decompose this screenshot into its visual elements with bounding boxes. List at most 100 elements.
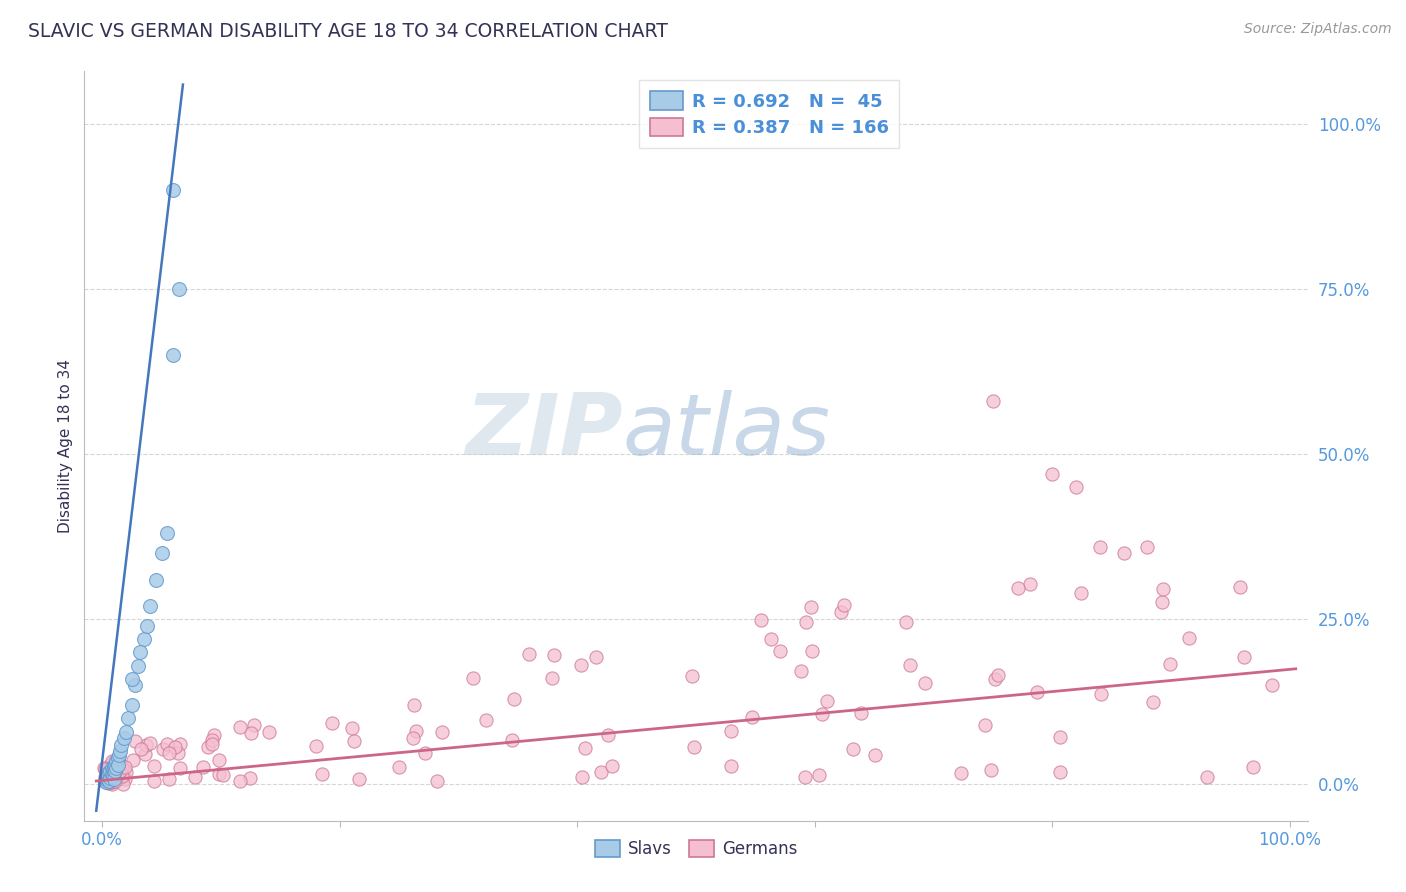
Point bbox=[503, 692, 526, 706]
Point bbox=[832, 598, 855, 612]
Point bbox=[139, 736, 162, 750]
Point bbox=[101, 763, 124, 777]
Point bbox=[211, 768, 233, 782]
Point bbox=[1142, 694, 1164, 708]
Point bbox=[103, 757, 125, 772]
Point bbox=[321, 716, 343, 731]
Point bbox=[129, 645, 152, 659]
Point bbox=[1233, 650, 1256, 665]
Point bbox=[591, 765, 613, 780]
Point bbox=[1261, 678, 1284, 692]
Point bbox=[145, 573, 167, 587]
Point bbox=[311, 766, 333, 780]
Point bbox=[94, 770, 117, 784]
Point bbox=[114, 760, 136, 774]
Point bbox=[142, 773, 165, 788]
Point bbox=[108, 757, 131, 772]
Point bbox=[112, 768, 135, 782]
Point bbox=[101, 764, 124, 778]
Point bbox=[100, 769, 122, 783]
Point bbox=[138, 599, 160, 613]
Point bbox=[156, 737, 179, 751]
Point bbox=[124, 734, 146, 748]
Point bbox=[103, 759, 125, 773]
Point bbox=[243, 718, 266, 732]
Point bbox=[1018, 576, 1040, 591]
Point bbox=[93, 761, 115, 775]
Legend: Slavs, Germans: Slavs, Germans bbox=[588, 833, 804, 864]
Point bbox=[208, 753, 231, 767]
Point bbox=[849, 706, 872, 720]
Point bbox=[461, 671, 484, 685]
Point bbox=[682, 669, 704, 683]
Point bbox=[898, 658, 921, 673]
Point bbox=[863, 748, 886, 763]
Point bbox=[103, 755, 125, 769]
Point bbox=[108, 756, 131, 770]
Point bbox=[105, 754, 128, 768]
Point bbox=[202, 728, 225, 742]
Point bbox=[201, 732, 224, 747]
Point bbox=[749, 613, 772, 627]
Point bbox=[811, 707, 834, 722]
Point bbox=[121, 698, 143, 712]
Point bbox=[107, 751, 129, 765]
Point bbox=[201, 737, 224, 751]
Point bbox=[97, 776, 120, 790]
Point bbox=[98, 761, 121, 775]
Point bbox=[1007, 581, 1029, 595]
Point bbox=[571, 770, 593, 784]
Point bbox=[1159, 657, 1181, 671]
Text: atlas: atlas bbox=[623, 390, 831, 473]
Point bbox=[105, 761, 128, 775]
Point bbox=[96, 771, 118, 785]
Point bbox=[96, 773, 118, 788]
Point bbox=[97, 763, 120, 777]
Point bbox=[114, 764, 136, 779]
Point bbox=[105, 768, 128, 782]
Point bbox=[741, 710, 763, 724]
Point bbox=[111, 777, 134, 791]
Point bbox=[1049, 765, 1071, 780]
Point bbox=[807, 768, 830, 782]
Point bbox=[184, 770, 207, 784]
Point bbox=[101, 769, 124, 783]
Point bbox=[101, 773, 124, 788]
Point bbox=[682, 740, 704, 755]
Point bbox=[121, 672, 143, 686]
Point bbox=[143, 758, 166, 772]
Point bbox=[100, 764, 122, 778]
Point bbox=[108, 744, 131, 758]
Point bbox=[162, 183, 184, 197]
Point bbox=[104, 764, 127, 778]
Point bbox=[984, 673, 1007, 687]
Point bbox=[257, 725, 280, 739]
Point bbox=[413, 747, 436, 761]
Point bbox=[100, 761, 122, 775]
Point bbox=[1090, 688, 1112, 702]
Point bbox=[162, 348, 184, 362]
Point bbox=[191, 760, 214, 774]
Point bbox=[157, 772, 180, 786]
Point bbox=[105, 768, 128, 782]
Point bbox=[112, 731, 135, 745]
Point bbox=[842, 742, 865, 756]
Point bbox=[132, 632, 155, 646]
Point bbox=[105, 765, 128, 780]
Point bbox=[1152, 582, 1174, 597]
Point bbox=[101, 775, 124, 789]
Point bbox=[156, 526, 179, 541]
Point bbox=[980, 763, 1002, 777]
Text: ZIP: ZIP bbox=[465, 390, 623, 473]
Point bbox=[98, 770, 121, 784]
Point bbox=[98, 764, 121, 779]
Point bbox=[340, 722, 363, 736]
Point bbox=[103, 757, 125, 772]
Point bbox=[720, 723, 742, 738]
Point bbox=[103, 772, 125, 787]
Point bbox=[405, 723, 427, 738]
Point bbox=[800, 599, 823, 614]
Point bbox=[97, 769, 120, 783]
Point bbox=[98, 770, 121, 784]
Point bbox=[98, 764, 121, 778]
